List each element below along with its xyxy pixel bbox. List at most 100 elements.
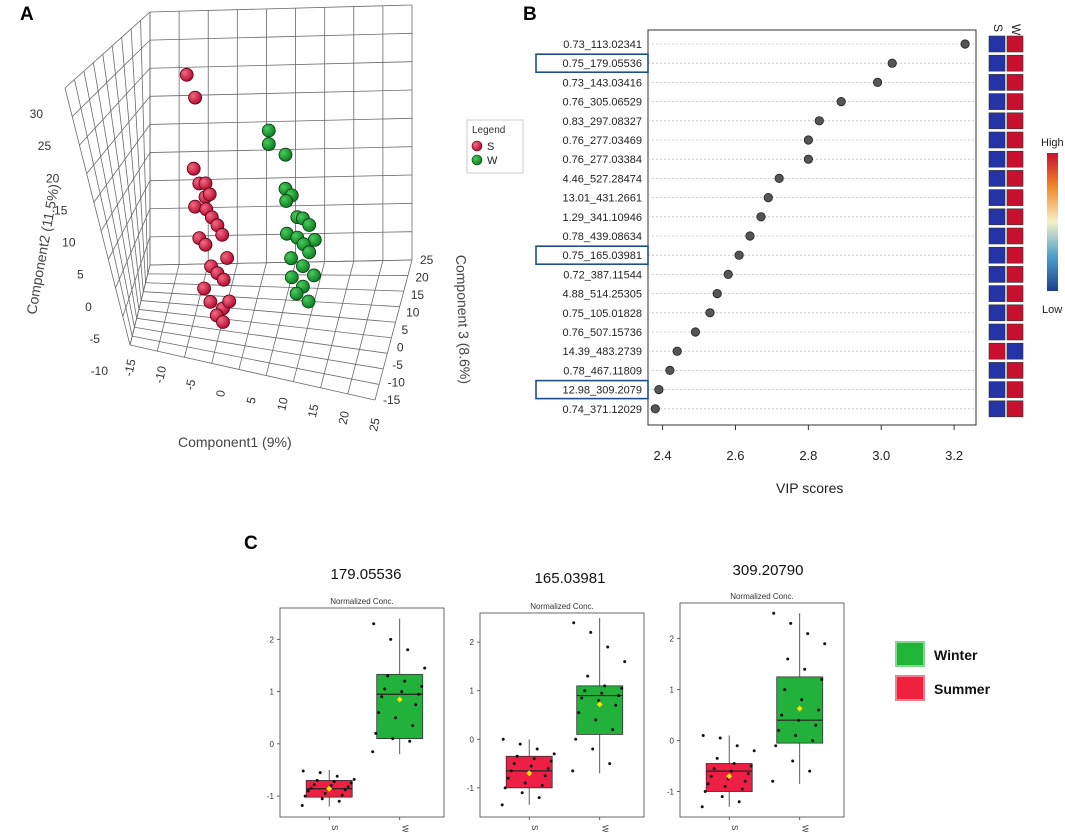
boxplot-data-point: [771, 779, 775, 783]
vip-heat-cell-s: [988, 246, 1006, 264]
pca-point-w: [278, 147, 293, 162]
vip-heat-cell-s: [988, 54, 1006, 72]
pca-side-gridline: [64, 87, 131, 346]
pca-point-s: [179, 67, 194, 82]
pca-point-w: [302, 245, 317, 260]
pca-point-w: [301, 294, 316, 309]
pca-z-tick: 25: [420, 253, 434, 267]
pca-point-s: [188, 199, 203, 214]
boxplot-data-point: [718, 736, 722, 740]
pca-floor-gridline: [184, 263, 209, 358]
boxplot-data-point: [777, 728, 781, 732]
boxplot-box-w: [576, 685, 624, 735]
boxplot-data-point: [394, 716, 398, 720]
pca-y-axis-title: Component2 (11.5%): [23, 183, 62, 316]
vip-feature-label: 0.72_387.11544: [563, 269, 642, 281]
vip-heat-cell-w: [1006, 35, 1024, 53]
boxplot-y-tick-label: 2: [670, 635, 675, 644]
vip-feature-label: 4.88_514.25305: [562, 289, 642, 301]
boxplot-data-point: [318, 771, 322, 775]
pca-floor-gridline: [141, 300, 396, 323]
panel-label-b: B: [523, 4, 537, 25]
vip-heatmap: [988, 35, 1024, 418]
vip-feature-label: 0.76_305.06529: [562, 97, 642, 109]
vip-score-point: [872, 77, 883, 88]
boxplot-panel: 165.03981 Normalized Conc. 2 1 0 -1 S W: [467, 570, 645, 832]
pca-y-tick: 30: [30, 107, 44, 121]
boxplot-data-point: [620, 686, 624, 690]
boxplot-data-point: [706, 782, 710, 786]
vip-colorbar-high: High: [1041, 137, 1064, 149]
vip-heat-cell-s: [988, 170, 1006, 187]
boxplot-data-point: [603, 684, 607, 688]
boxplot-data-point: [623, 660, 627, 664]
boxplot-data-point: [797, 718, 801, 722]
boxplot-mean-marker: [326, 785, 333, 792]
boxplot-data-point: [614, 703, 618, 707]
boxplot-data-point: [577, 711, 581, 715]
vip-feature-label: 0.76_277.03469: [562, 135, 642, 147]
pca-z-tick: 10: [406, 306, 420, 320]
vip-x-tick-label: 3.0: [872, 448, 890, 463]
boxplot-data-point: [594, 718, 598, 722]
vip-score-point: [712, 288, 722, 299]
vip-heat-cell-w: [1006, 170, 1024, 187]
vip-heat-cell-w: [1006, 131, 1024, 149]
vip-x-tick-label: 2.6: [726, 448, 744, 463]
vip-heat-col-s: S: [991, 24, 1005, 32]
boxplot-data-point: [372, 622, 376, 626]
boxplot-data-point: [800, 698, 804, 702]
vip-heat-cell-s: [988, 285, 1006, 302]
vip-heat-cell-s: [988, 74, 1006, 91]
pca-tick-labels: -15 -10 -5 0 5 10 15 20 25 30 25 20 15 10 5 0 -5 -10 25 20 1…: [30, 107, 434, 433]
vip-heat-cell-w: [1006, 227, 1024, 245]
pca-point-w: [284, 251, 299, 266]
vip-heat-cell-s: [988, 150, 1006, 168]
vip-heat-cell-w: [1006, 266, 1024, 283]
boxplot-data-point: [414, 703, 418, 707]
vip-feature-label: 12.98_309.2079: [562, 385, 642, 397]
boxplot-title: 179.05536: [331, 566, 402, 583]
boxplot-data-point: [315, 778, 319, 782]
vip-feature-label: 0.73_143.03416: [562, 77, 642, 89]
boxplot-data-point: [420, 684, 424, 688]
pca-x-tick: 20: [336, 409, 353, 425]
vip-score-point: [814, 116, 824, 126]
pca-legend-title: Legend: [472, 125, 505, 136]
pca-z-tick: 15: [411, 288, 425, 302]
vip-score-point: [836, 97, 846, 107]
boxplot-data-point: [518, 742, 522, 746]
boxplot-y-tick-label: 0: [670, 737, 675, 746]
pca-side-gridline: [100, 152, 151, 231]
vip-score-point: [803, 135, 814, 145]
boxplot-data-point: [720, 795, 724, 799]
boxplot-data-point: [403, 679, 407, 683]
vip-heat-cell-w: [1006, 208, 1024, 226]
boxplot-mean-marker: [396, 696, 403, 703]
boxplot-title: 309.20790: [733, 562, 804, 579]
boxplot-data-point: [571, 769, 575, 773]
pca-back-gridline: [149, 259, 413, 266]
pca-y-tick: -10: [91, 364, 109, 378]
boxplot-data-point: [349, 781, 353, 785]
boxplot-data-point: [543, 774, 547, 778]
boxplot-data-point: [503, 786, 507, 790]
vip-score-point: [960, 39, 970, 49]
pca-side-gridline: [129, 264, 151, 346]
vip-score-plot: 0.73_113.02341 0.75_179.05536 0.73_143.034…: [535, 24, 1064, 496]
boxplot-data-point: [611, 728, 615, 732]
boxplot-data-point: [529, 764, 533, 768]
boxplot-mean-marker: [596, 701, 603, 708]
pca-floor-gridline: [156, 264, 180, 352]
pca-point-s: [186, 161, 201, 176]
boxplot-data-point: [786, 657, 790, 661]
vip-heat-cell-w: [1006, 150, 1024, 168]
boxplot-data-point: [535, 747, 539, 751]
boxplot-subtitle: Normalized Conc.: [330, 597, 394, 606]
boxplot-y-tick-label: 1: [670, 686, 675, 695]
pca-back-gridline: [149, 4, 413, 13]
vip-score-point: [672, 346, 682, 356]
pca-point-s: [202, 187, 217, 202]
boxplot-data-point: [391, 737, 395, 741]
pca-side-gridline: [71, 39, 151, 117]
